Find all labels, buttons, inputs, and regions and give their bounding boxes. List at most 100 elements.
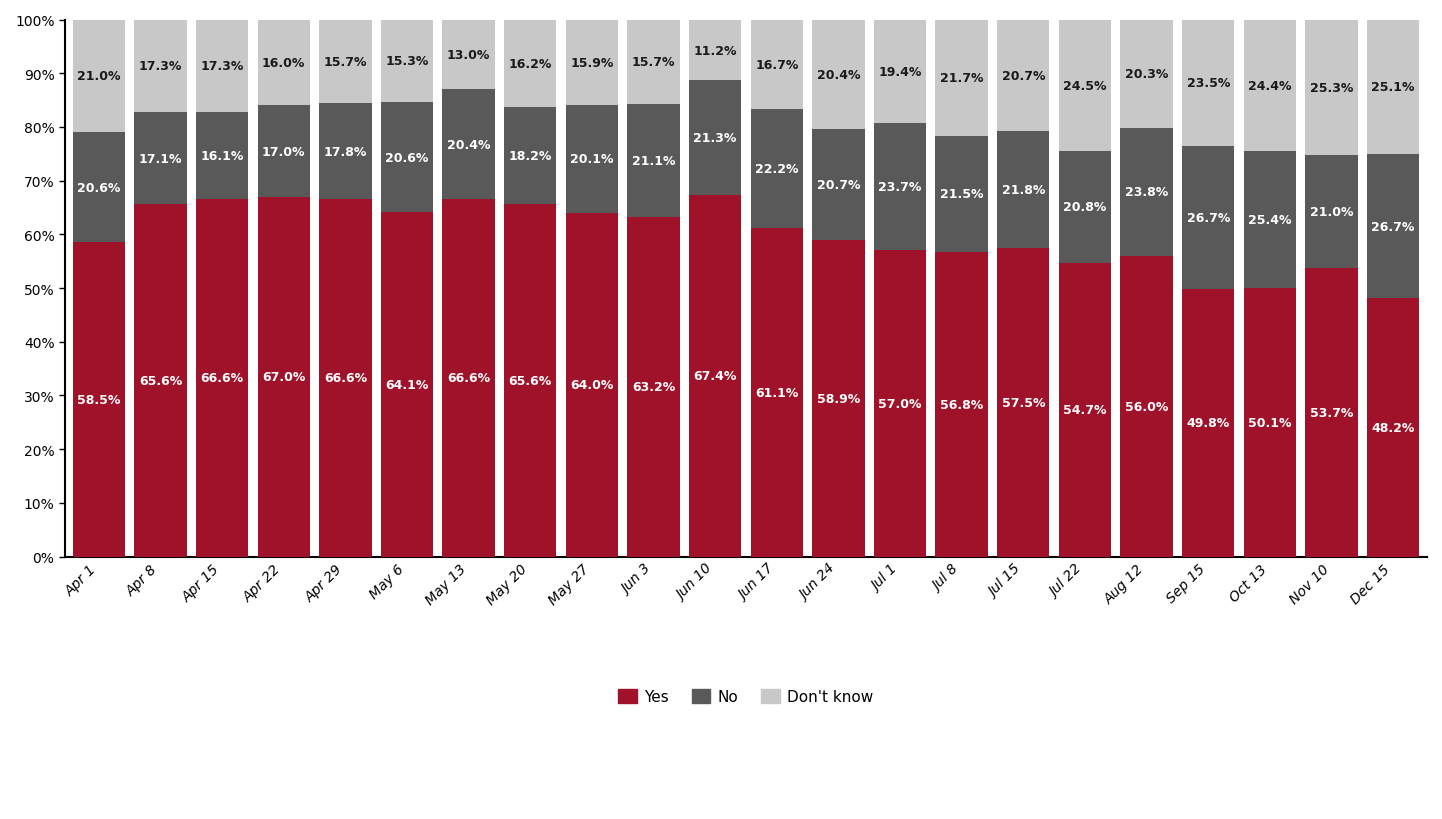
Text: 16.7%: 16.7% [756, 59, 799, 72]
Text: 57.5%: 57.5% [1002, 396, 1045, 410]
Text: 15.3%: 15.3% [385, 55, 428, 68]
Bar [1305, 20, 1358, 156]
Bar [689, 21, 741, 81]
Text: 66.6%: 66.6% [200, 372, 244, 385]
Text: 21.5%: 21.5% [940, 188, 983, 201]
Text: 20.7%: 20.7% [816, 179, 861, 192]
Bar [689, 196, 741, 557]
Text: 67.4%: 67.4% [694, 369, 737, 382]
Text: 48.2%: 48.2% [1371, 421, 1415, 434]
Text: 53.7%: 53.7% [1309, 406, 1353, 419]
Bar [565, 20, 619, 106]
Text: 25.3%: 25.3% [1309, 82, 1353, 95]
Bar [1243, 152, 1296, 288]
Text: 18.2%: 18.2% [509, 150, 552, 163]
Text: 25.4%: 25.4% [1249, 214, 1292, 227]
Text: 16.2%: 16.2% [509, 57, 552, 70]
Text: 20.6%: 20.6% [76, 181, 121, 194]
Text: 16.0%: 16.0% [262, 57, 306, 70]
Bar [751, 110, 803, 229]
Bar [134, 205, 186, 557]
Bar [1367, 20, 1419, 155]
Bar [627, 105, 679, 218]
Text: 20.4%: 20.4% [447, 138, 490, 152]
Bar [196, 113, 248, 200]
Bar [1058, 264, 1112, 557]
Text: 23.5%: 23.5% [1187, 77, 1230, 90]
Text: 16.1%: 16.1% [200, 150, 244, 163]
Bar [1243, 21, 1296, 152]
Text: 21.3%: 21.3% [694, 132, 737, 145]
Bar [1120, 256, 1172, 557]
Text: 19.4%: 19.4% [878, 66, 921, 79]
Bar [72, 20, 125, 133]
Text: 17.1%: 17.1% [138, 152, 182, 165]
Text: 66.6%: 66.6% [447, 372, 490, 385]
Text: 24.5%: 24.5% [1063, 79, 1106, 93]
Text: 61.1%: 61.1% [756, 387, 799, 400]
Bar [936, 20, 988, 137]
Bar [751, 20, 803, 110]
Bar [1243, 288, 1296, 557]
Bar [874, 251, 926, 557]
Text: 21.0%: 21.0% [76, 70, 121, 83]
Text: 21.0%: 21.0% [1309, 206, 1353, 219]
Bar [381, 20, 433, 102]
Text: 67.0%: 67.0% [262, 371, 306, 384]
Bar [319, 20, 372, 104]
Bar [996, 132, 1050, 248]
Bar [689, 81, 741, 196]
Text: 65.6%: 65.6% [509, 374, 552, 387]
Bar [996, 248, 1050, 557]
Text: 11.2%: 11.2% [694, 44, 737, 57]
Text: 22.2%: 22.2% [756, 163, 799, 176]
Bar [996, 20, 1050, 132]
Bar [319, 104, 372, 200]
Text: 64.0%: 64.0% [570, 378, 613, 391]
Text: 17.3%: 17.3% [138, 61, 182, 74]
Text: 50.1%: 50.1% [1249, 416, 1292, 429]
Text: 20.3%: 20.3% [1125, 68, 1168, 81]
Text: 64.1%: 64.1% [385, 378, 428, 391]
Bar [443, 20, 495, 90]
Text: 20.8%: 20.8% [1063, 201, 1106, 215]
Text: 17.3%: 17.3% [200, 61, 244, 74]
Bar [1182, 20, 1234, 147]
Text: 21.7%: 21.7% [940, 72, 983, 85]
Bar [1305, 156, 1358, 269]
Bar [381, 102, 433, 213]
Bar [565, 106, 619, 214]
Text: 20.1%: 20.1% [570, 153, 614, 166]
Text: 17.0%: 17.0% [262, 146, 306, 158]
Text: 58.9%: 58.9% [816, 392, 859, 405]
Bar [1120, 20, 1172, 129]
Bar [443, 90, 495, 200]
Bar [196, 200, 248, 557]
Bar [1305, 269, 1358, 557]
Bar [381, 213, 433, 557]
Text: 15.9%: 15.9% [570, 57, 613, 70]
Bar [1367, 298, 1419, 557]
Bar [812, 241, 865, 557]
Text: 58.5%: 58.5% [76, 394, 121, 406]
Bar [505, 205, 557, 557]
Text: 26.7%: 26.7% [1371, 220, 1415, 233]
Bar [258, 106, 310, 197]
Text: 54.7%: 54.7% [1063, 404, 1106, 417]
Bar [319, 200, 372, 557]
Bar [1182, 290, 1234, 557]
Bar [812, 20, 865, 130]
Bar [936, 252, 988, 557]
Bar [1120, 129, 1172, 256]
Bar [627, 218, 679, 557]
Text: 26.7%: 26.7% [1187, 211, 1230, 224]
Bar [134, 113, 186, 205]
Text: 23.7%: 23.7% [878, 181, 921, 194]
Text: 15.7%: 15.7% [632, 56, 675, 69]
Text: 66.6%: 66.6% [324, 372, 366, 385]
Text: 56.8%: 56.8% [940, 398, 983, 411]
Text: 20.6%: 20.6% [385, 152, 428, 165]
Text: 56.0%: 56.0% [1125, 400, 1168, 414]
Bar [72, 133, 125, 243]
Text: 65.6%: 65.6% [138, 374, 182, 387]
